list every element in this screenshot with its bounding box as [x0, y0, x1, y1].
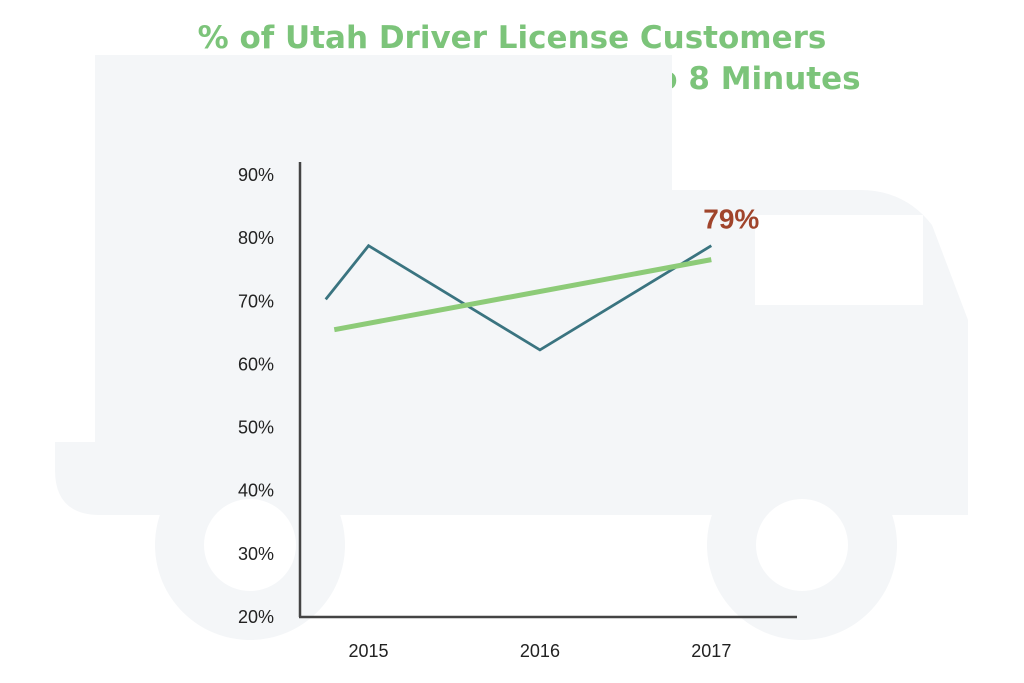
callout-label: 79%	[703, 203, 759, 234]
x-axis-ticks: 2015 2016 2017	[349, 641, 732, 661]
y-tick-label: 20%	[238, 607, 274, 627]
y-tick-label: 40%	[238, 481, 274, 501]
x-tick-label: 2016	[520, 641, 560, 661]
x-tick-label: 2017	[691, 641, 731, 661]
truck-hub-left	[204, 499, 296, 591]
truck-window	[755, 215, 923, 305]
y-tick-label: 60%	[238, 354, 274, 374]
y-tick-label: 30%	[238, 544, 274, 564]
y-tick-label: 50%	[238, 418, 274, 438]
truck-hub-right	[756, 499, 848, 591]
y-tick-label: 70%	[238, 291, 274, 311]
y-tick-label: 80%	[238, 228, 274, 248]
trendline	[333, 257, 712, 333]
series-layer	[324, 243, 713, 352]
x-tick-label: 2015	[349, 641, 389, 661]
series-line	[324, 243, 713, 352]
y-axis-ticks: 90% 80% 70% 60% 50% 40% 30% 20%	[238, 165, 274, 627]
truck-icon	[55, 55, 968, 640]
truck-body-shape	[55, 55, 968, 515]
chart-title-line-1: % of Utah Driver License Customers	[197, 20, 827, 56]
y-tick-label: 90%	[238, 165, 274, 185]
